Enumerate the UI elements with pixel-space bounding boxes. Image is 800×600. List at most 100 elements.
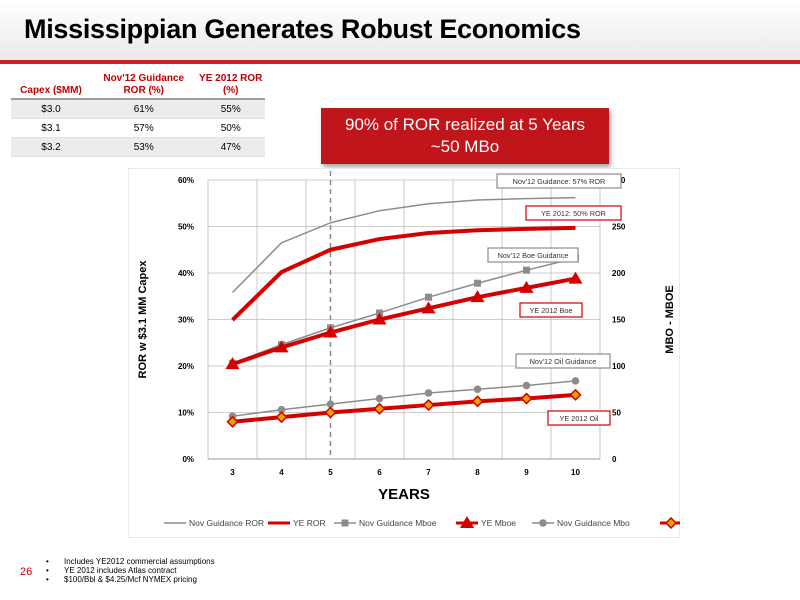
legend-marker-ye-mbo: [664, 516, 678, 530]
annotation-label: YE 2012: 50% ROR: [541, 209, 606, 218]
legend-label: Nov Guidance Mboe: [359, 518, 437, 528]
y-tick-label: 10%: [178, 409, 194, 418]
y2-axis-title: MBO - MBOE: [664, 285, 676, 353]
y-tick-label: 20%: [178, 362, 194, 371]
data-point-nov-guidance-mbo: [424, 389, 433, 397]
y-tick-label: 30%: [178, 316, 194, 325]
series-line-nov-guidance-ror: [231, 196, 576, 294]
x-tick-label: 9: [524, 468, 529, 477]
data-point-ye-mboe: [274, 340, 289, 353]
x-tick-label: 8: [475, 468, 480, 477]
table-cell: 61%: [91, 99, 197, 119]
table-cell: $3.0: [11, 99, 91, 119]
page-title: Mississippian Generates Robust Economics: [24, 14, 581, 44]
data-point-ye-mbo: [471, 395, 484, 408]
table-row: $3.0 61% 55%: [11, 99, 265, 119]
data-point-nov-guidance-mboe: [474, 279, 481, 287]
capex-ror-table: Capex ($MM) Nov'12 Guidance ROR (%) YE 2…: [11, 72, 265, 157]
table-row: $3.1 57% 50%: [11, 118, 265, 138]
series-line-ye-ror: [231, 225, 576, 322]
data-point-nov-guidance-mbo: [326, 400, 335, 408]
col-header-capex: Capex ($MM): [11, 72, 91, 100]
data-point-nov-guidance-mboe: [523, 266, 530, 274]
legend-marker-nov-guidance-mboe: [341, 519, 349, 527]
col-header-ye2012: YE 2012 ROR (%): [196, 72, 265, 100]
annotation-box: [487, 247, 579, 263]
series-line-ye-mbo: [232, 392, 576, 424]
annotation-box: [519, 302, 583, 318]
data-point-nov-guidance-mbo: [571, 377, 580, 385]
x-tick-label: 5: [328, 468, 333, 477]
annotation-label: Nov'12 Guidance: 57% ROR: [513, 177, 606, 186]
y2-tick-label: 250: [612, 223, 626, 232]
footnotes: Includes YE2012 commercial assumptions Y…: [46, 557, 215, 584]
y2-tick-label: 200: [612, 269, 626, 278]
title-rule: [0, 60, 800, 64]
x-tick-label: 3: [230, 468, 235, 477]
annotation-box: [525, 205, 622, 221]
data-point-ye-mbo: [422, 398, 435, 412]
table-row: $3.2 53% 47%: [11, 137, 265, 157]
annotation-label: YE 2012 Oil: [560, 414, 599, 423]
table-cell: 53%: [91, 137, 197, 157]
footnote: $100/Bbl & $4.25/Mcf NYMEX pricing: [46, 575, 215, 584]
data-point-nov-guidance-mbo: [522, 381, 531, 390]
annotation-label: Nov'12 Boe Guidance: [498, 251, 569, 260]
series-line-ye-mboe: [231, 276, 576, 367]
y2-tick-label: 150: [612, 316, 626, 325]
y-tick-label: 40%: [178, 269, 194, 278]
data-point-ye-mbo: [569, 388, 582, 401]
table-cell: 47%: [196, 137, 265, 157]
data-point-ye-mboe: [421, 301, 436, 314]
callout-line-2: ~50 MBo: [430, 137, 500, 156]
data-point-ye-mbo: [226, 415, 239, 428]
ror-callout: 90% of ROR realized at 5 Years ~50 MBo: [321, 108, 609, 164]
annotation-box: [515, 353, 611, 369]
y2-tick-label: 0: [612, 455, 617, 464]
data-point-nov-guidance-mbo: [473, 385, 482, 394]
col-header-nov-guidance: Nov'12 Guidance ROR (%): [91, 72, 197, 100]
annotation-label: YE 2012 Boe: [529, 306, 572, 315]
data-point-nov-guidance-mbo: [375, 394, 384, 403]
x-tick-label: 7: [426, 468, 431, 477]
x-tick-label: 4: [279, 468, 284, 477]
data-point-ye-mbo: [373, 402, 386, 415]
table-cell: $3.2: [11, 137, 91, 157]
table-cell: 57%: [91, 118, 197, 138]
y-axis-title: ROR w $3.1 MM Capex: [137, 260, 149, 379]
table-cell: $3.1: [11, 118, 91, 138]
data-point-nov-guidance-mbo: [277, 405, 286, 414]
legend-label: YE Mboe: [481, 518, 516, 528]
data-point-ye-mboe: [519, 280, 534, 293]
y2-tick-label: 100: [612, 362, 626, 371]
footnote: YE 2012 includes Atlas contract: [46, 566, 215, 575]
annotation-label: Nov'12 Oil Guidance: [530, 357, 597, 366]
data-point-ye-mboe: [568, 271, 583, 284]
annotation-box: [496, 173, 622, 189]
data-point-ye-mboe: [225, 357, 240, 370]
series-line-nov-guidance-mboe: [232, 257, 576, 364]
legend-label: YE ROR: [293, 518, 326, 528]
x-tick-label: 6: [377, 468, 382, 477]
annotation-box: [547, 410, 611, 426]
series-line-nov-guidance-mbo: [232, 380, 576, 417]
data-point-ye-mboe: [323, 325, 338, 338]
page-number: 26: [20, 566, 33, 578]
legend-marker-nov-guidance-mbo: [539, 519, 547, 527]
data-point-nov-guidance-mboe: [425, 293, 432, 301]
table-cell: 50%: [196, 118, 265, 138]
footnote: Includes YE2012 commercial assumptions: [46, 557, 215, 566]
y2-tick-label: 50: [612, 409, 621, 418]
data-point-ye-mbo: [324, 406, 337, 419]
data-point-ye-mboe: [470, 290, 485, 303]
ror-production-chart: 0%10%20%30%40%50%60%05010015020025030034…: [128, 168, 680, 538]
legend-label: Nov Guidance ROR: [189, 518, 264, 528]
y-tick-label: 50%: [178, 223, 194, 232]
x-axis-title: YEARS: [378, 486, 430, 503]
data-point-ye-mboe: [372, 312, 387, 325]
title-bar: Mississippian Generates Robust Economics: [0, 0, 800, 63]
data-point-ye-mbo: [275, 411, 288, 424]
table-header-row: Capex ($MM) Nov'12 Guidance ROR (%) YE 2…: [11, 72, 265, 100]
table-cell: 55%: [196, 99, 265, 119]
y-tick-label: 60%: [178, 176, 194, 185]
